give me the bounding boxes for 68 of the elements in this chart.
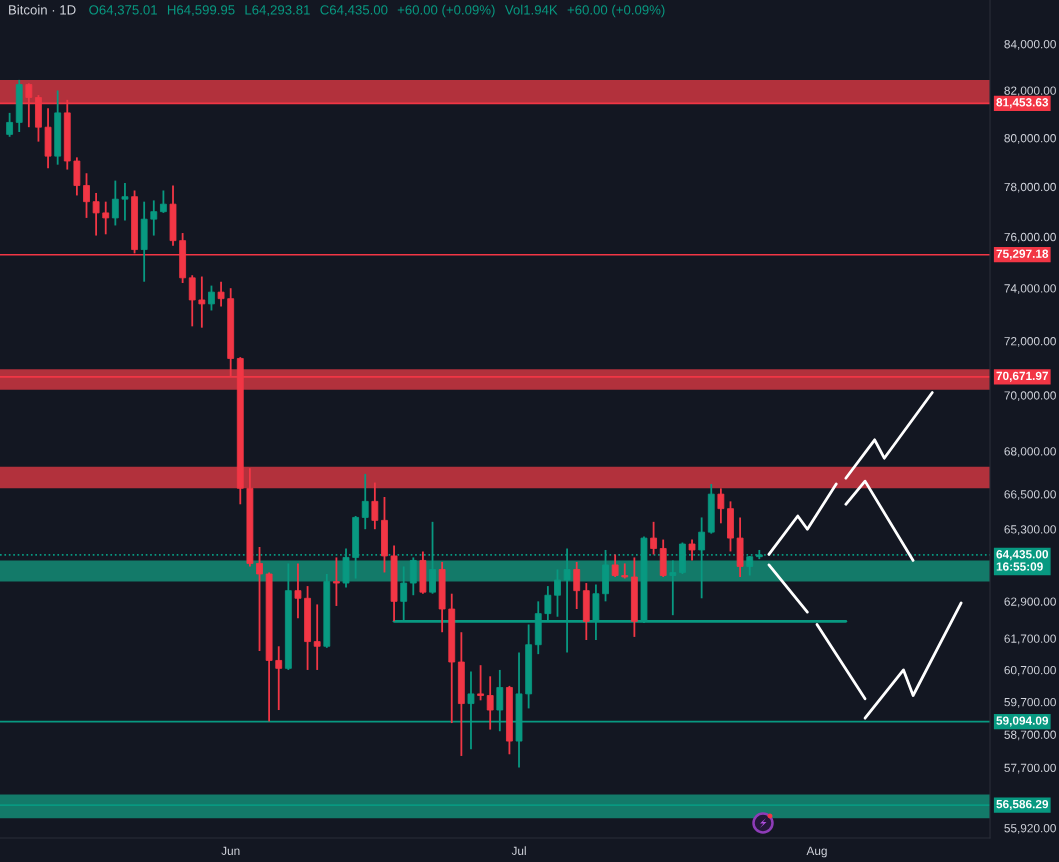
y-tick-label: 78,000.00	[1004, 182, 1056, 193]
y-tick-label: 66,500.00	[1004, 490, 1056, 500]
candlestick	[573, 561, 581, 610]
y-tick-label: 80,000.00	[1004, 134, 1056, 144]
y-tick-label: 59,700.00	[1004, 697, 1056, 708]
annotation: O64,375.01	[89, 5, 157, 17]
y-tick-label: 57,700.00	[1004, 763, 1056, 774]
candlestick	[486, 675, 494, 731]
candlestick	[717, 487, 725, 525]
annotation: Vol1.94K	[504, 4, 558, 15]
y-tick-label: 68,000.00	[1004, 447, 1056, 457]
y-tick-label: 65,300.00	[1004, 525, 1056, 535]
line-series	[767, 482, 838, 556]
annotation: H64,599.95	[167, 5, 235, 17]
y-tick-label: 60,700.00	[1004, 665, 1056, 676]
candlestick	[92, 192, 100, 237]
candlestick	[150, 199, 158, 237]
candlestick	[188, 274, 196, 328]
annotation: C64,435.00	[320, 5, 388, 17]
y-tick-label: 72,000.00	[1004, 337, 1056, 347]
candlestick	[102, 200, 110, 236]
candlestick	[111, 179, 119, 227]
y-tick-label: 82,000.00	[1004, 86, 1056, 97]
candlestick	[554, 568, 561, 618]
candlestick	[371, 481, 379, 531]
y-tick-label: 76,000.00	[1004, 232, 1056, 243]
candlestick	[121, 182, 129, 222]
y-tick-label: 55,920.00	[1004, 824, 1056, 834]
candlestick	[477, 664, 484, 702]
annotation: L64,293.81	[245, 5, 310, 17]
x-tick-label: Jul	[511, 846, 526, 855]
candlestick	[256, 546, 263, 652]
candlestick	[217, 280, 225, 308]
candlestick	[333, 556, 340, 607]
candlestick	[650, 520, 657, 556]
y-tick-label: 70,000.00	[1004, 391, 1056, 402]
candlestick	[275, 645, 283, 711]
candlestick	[313, 603, 321, 671]
y-tick-label: 84,000.00	[1004, 40, 1056, 50]
candlestick	[6, 111, 14, 138]
ref-line-label: 64,435.00 16:55:09	[996, 550, 1049, 571]
ref-line-label: 70,671.97	[996, 371, 1048, 382]
candlestick	[611, 553, 619, 578]
y-tick-label: 58,700.00	[1004, 730, 1056, 741]
candlestick	[361, 473, 369, 531]
candlestick	[294, 562, 302, 620]
candlestick	[688, 538, 696, 562]
y-tick-label: 74,000.00	[1004, 284, 1056, 294]
chart-title: Bitcoin · 1D	[9, 4, 76, 15]
y-tick-label: 61,700.00	[1004, 634, 1056, 645]
ref-line-label: 56,586.29	[996, 799, 1049, 811]
x-tick-label: Jun	[221, 846, 240, 855]
candlestick	[621, 562, 629, 580]
annotation: +60.00 (+0.09%)	[567, 4, 665, 18]
ref-line-label: 59,094.09	[996, 716, 1049, 727]
x-tick-label: Aug	[806, 846, 827, 858]
candlestick	[208, 284, 215, 312]
y-tick-label: 62,900.00	[1004, 597, 1056, 608]
ref-line-label: 75,297.18	[996, 249, 1049, 260]
ref-line-label: 81,453.63	[996, 98, 1049, 109]
candlestick	[409, 556, 417, 597]
candlestick	[83, 172, 90, 219]
line-series	[844, 391, 934, 480]
annotation: +60.00 (+0.09%)	[397, 4, 495, 18]
candlestick	[198, 275, 206, 329]
candlestick	[160, 189, 167, 214]
line-series	[863, 601, 963, 720]
candlestick	[669, 559, 677, 617]
